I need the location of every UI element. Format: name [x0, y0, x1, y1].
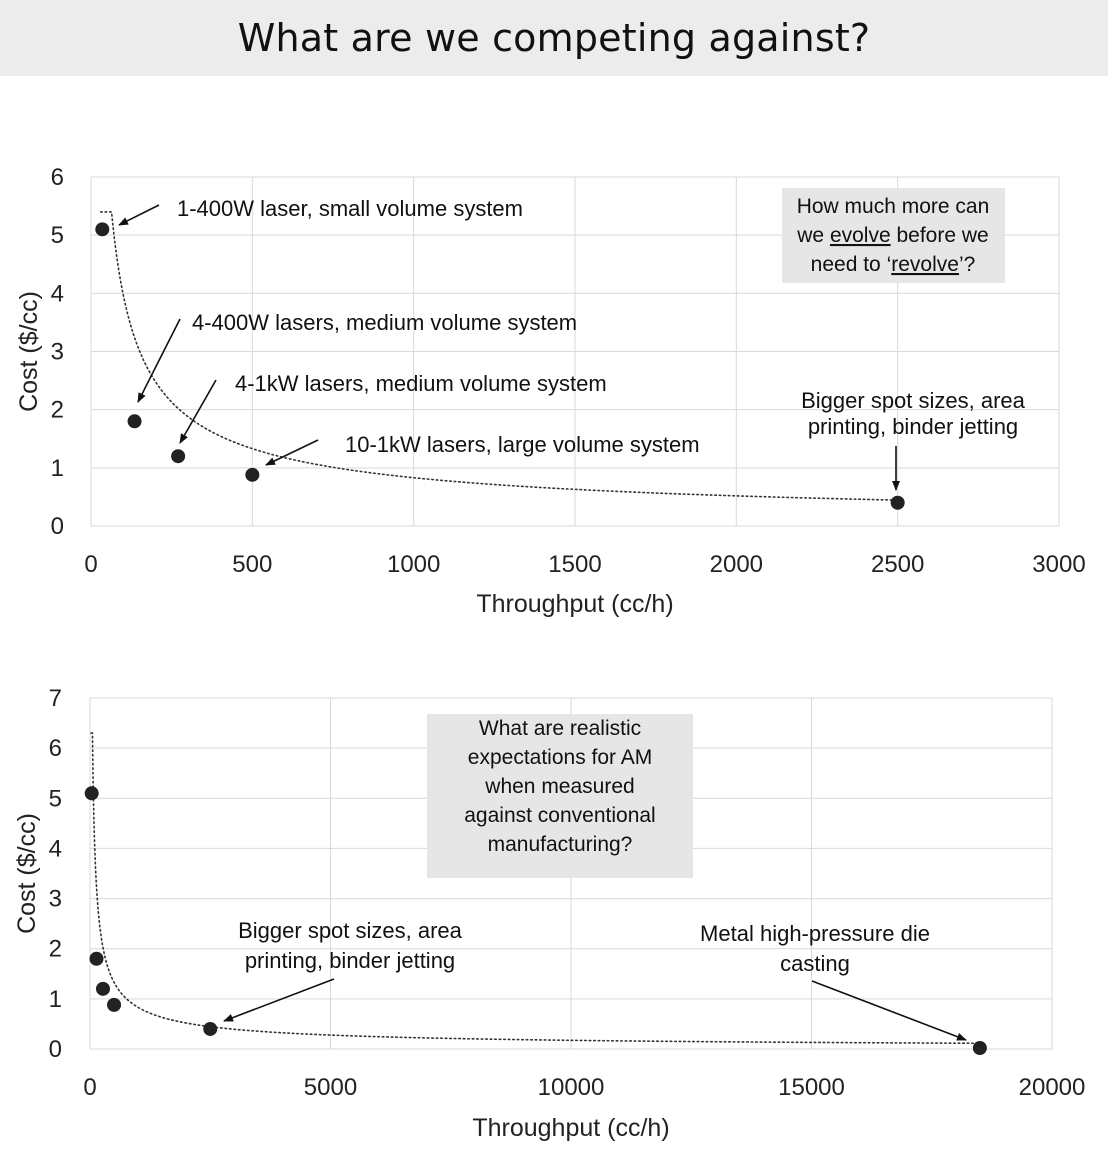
y-tick-label: 6 — [49, 735, 62, 762]
callout-text-part: when measured — [484, 775, 634, 798]
page-title: What are we competing against? — [237, 16, 871, 60]
y-tick-label: 2 — [49, 936, 62, 963]
x-tick-label: 20000 — [1019, 1074, 1086, 1101]
x-tick-label: 1500 — [548, 551, 601, 578]
annotation-label: 10-1kW lasers, large volume system — [345, 432, 700, 457]
y-tick-label: 7 — [49, 685, 62, 712]
data-point — [890, 495, 905, 510]
x-axis-label: Throughput (cc/h) — [476, 590, 673, 618]
annotation-label: casting — [780, 951, 850, 976]
data-point — [127, 414, 142, 429]
annotation-arrow — [223, 978, 335, 1022]
callout-text-part: we — [796, 224, 830, 247]
y-tick-label: 0 — [51, 513, 64, 540]
callout-text-part: against conventional — [464, 804, 655, 827]
callout-text: What are realistic — [479, 717, 641, 740]
data-point — [107, 997, 122, 1012]
y-tick-label: 5 — [51, 222, 64, 249]
callout-text-part: expectations for AM — [468, 746, 652, 769]
callout-text: when measured — [484, 775, 634, 798]
x-axis-label: Throughput (cc/h) — [472, 1114, 669, 1142]
x-tick-label: 500 — [232, 551, 272, 578]
x-tick-label: 1000 — [387, 551, 440, 578]
callout-text-part: ’? — [959, 253, 975, 276]
callout-text-part: What are realistic — [479, 717, 641, 740]
y-tick-label: 3 — [49, 886, 62, 913]
callout-text: against conventional — [464, 804, 655, 827]
x-tick-label: 10000 — [538, 1074, 605, 1101]
y-tick-label: 2 — [51, 397, 64, 424]
annotation-label: Metal high-pressure die — [700, 921, 930, 946]
data-point — [171, 449, 186, 464]
callout-text: need to ‘revolve’? — [811, 253, 976, 276]
y-tick-label: 4 — [49, 835, 62, 862]
x-tick-label: 2000 — [710, 551, 763, 578]
chart-throughput-cost-vs-casting: 0 5000 10000 15000 20000 0 1 2 3 4 5 6 7 Throughput (… — [13, 685, 1086, 1142]
y-tick-label: 3 — [51, 339, 64, 366]
data-point — [95, 981, 110, 996]
callout-text-part: need to ‘ — [811, 253, 892, 276]
y-tick-label: 1 — [49, 986, 62, 1013]
callout-text-part: before we — [891, 224, 989, 247]
callout-text: How much more can — [797, 195, 990, 218]
x-tick-label: 2500 — [871, 551, 924, 578]
callout-box — [782, 188, 1005, 283]
title-bar: What are we competing against? — [0, 0, 1108, 76]
y-tick-label: 4 — [51, 280, 64, 307]
data-point — [245, 467, 260, 482]
plot-area — [90, 176, 1060, 527]
annotation-label: Bigger spot sizes, area — [238, 918, 463, 943]
annotation-label: 4-400W lasers, medium volume system — [192, 310, 577, 335]
data-point — [972, 1040, 987, 1055]
data-point — [95, 222, 110, 237]
data-point — [203, 1021, 218, 1036]
annotation-arrow — [118, 204, 160, 226]
y-axis-label: Cost ($/cc) — [13, 813, 41, 934]
callout-text: we evolve before we — [796, 224, 988, 247]
annotation-arrow — [179, 379, 217, 444]
callout-text-part: manufacturing? — [488, 833, 633, 856]
annotation-label: 1-400W laser, small volume system — [177, 196, 523, 221]
callout-box — [427, 714, 693, 878]
callout-text: manufacturing? — [488, 833, 633, 856]
annotation-label: 4-1kW lasers, medium volume system — [235, 371, 607, 396]
y-axis-label: Cost ($/cc) — [15, 291, 43, 412]
chart-throughput-cost-am: 0 500 1000 1500 2000 2500 3000 0 1 2 3 4 5 6 Throughpu… — [15, 164, 1086, 618]
annotation-arrow — [811, 980, 967, 1041]
annotation-label: Bigger spot sizes, area — [801, 388, 1026, 413]
y-tick-label: 5 — [49, 785, 62, 812]
y-tick-label: 1 — [51, 455, 64, 482]
y-tick-label: 6 — [51, 164, 64, 191]
callout-text-part: revolve — [891, 253, 959, 276]
plot-area — [89, 697, 1053, 1050]
annotation-label: printing, binder jetting — [245, 948, 455, 973]
x-tick-label: 3000 — [1032, 551, 1085, 578]
data-point — [84, 786, 99, 801]
data-point — [89, 951, 104, 966]
x-tick-label: 5000 — [304, 1074, 357, 1101]
trendline — [99, 211, 899, 501]
callout-text: expectations for AM — [468, 746, 652, 769]
y-tick-label: 0 — [49, 1036, 62, 1063]
x-tick-label: 0 — [84, 551, 97, 578]
callout-text-part: How much more can — [797, 195, 990, 218]
annotation-arrow — [137, 318, 181, 403]
annotation-label: printing, binder jetting — [808, 414, 1018, 439]
annotation-arrow — [265, 439, 319, 466]
x-tick-label: 15000 — [778, 1074, 845, 1101]
x-tick-label: 0 — [83, 1074, 96, 1101]
callout-text-part: evolve — [830, 224, 891, 247]
